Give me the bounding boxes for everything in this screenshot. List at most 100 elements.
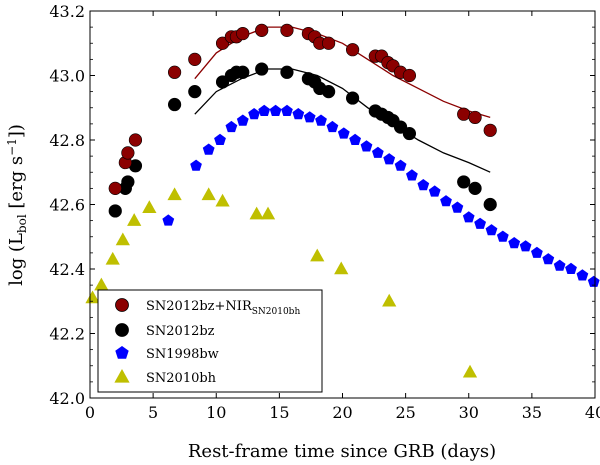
data-point bbox=[519, 240, 532, 252]
data-point bbox=[94, 277, 109, 291]
data-point bbox=[483, 197, 497, 212]
fit-curves bbox=[194, 26, 491, 173]
data-point bbox=[108, 181, 122, 195]
data-point bbox=[280, 23, 294, 37]
x-tick-label: 30 bbox=[459, 403, 479, 422]
data-point bbox=[105, 251, 120, 265]
data-point bbox=[394, 159, 407, 171]
x-tick-label: 40 bbox=[585, 403, 600, 422]
data-point bbox=[337, 127, 350, 139]
data-point bbox=[457, 175, 471, 189]
data-point bbox=[383, 153, 396, 165]
data-point bbox=[249, 206, 264, 220]
data-point bbox=[496, 230, 509, 242]
data-point bbox=[121, 146, 135, 160]
data-point bbox=[188, 52, 202, 66]
data-point bbox=[225, 120, 238, 133]
data-point bbox=[190, 159, 202, 171]
data-point bbox=[462, 211, 475, 223]
data-point bbox=[167, 97, 182, 112]
data-point bbox=[280, 65, 294, 79]
data-point bbox=[248, 108, 260, 120]
legend-marker-sn1998bw bbox=[115, 346, 129, 359]
legend-marker-sn2012bz-nir bbox=[115, 298, 129, 312]
data-point bbox=[406, 169, 418, 181]
data-point bbox=[162, 214, 175, 226]
data-point bbox=[360, 140, 373, 152]
x-tick-label: 0 bbox=[85, 403, 95, 422]
legend-label-sn1998bw: SN1998bw bbox=[146, 347, 219, 362]
data-point bbox=[322, 36, 336, 50]
data-point bbox=[322, 85, 336, 99]
x-tick-label: 20 bbox=[332, 403, 352, 422]
data-point bbox=[451, 201, 464, 213]
x-tick-label: 15 bbox=[269, 403, 289, 422]
data-point bbox=[468, 181, 482, 195]
legend-label-sn2012bz: SN2012bz bbox=[146, 324, 215, 339]
data-point bbox=[167, 65, 182, 79]
y-axis-label: log (Lbol [erg s−1]) bbox=[5, 124, 29, 286]
y-tick-label: 42.6 bbox=[49, 196, 85, 215]
data-point bbox=[576, 269, 589, 281]
data-point bbox=[214, 133, 226, 145]
data-point bbox=[428, 185, 441, 197]
data-point bbox=[167, 187, 182, 201]
data-point bbox=[255, 62, 269, 76]
data-point bbox=[349, 133, 361, 145]
data-point bbox=[468, 110, 482, 125]
data-point bbox=[236, 114, 249, 126]
data-point bbox=[553, 259, 566, 271]
data-point bbox=[202, 143, 215, 155]
data-point bbox=[236, 26, 250, 41]
x-tick-label: 5 bbox=[148, 403, 158, 422]
data-point bbox=[201, 187, 216, 201]
data-point bbox=[255, 23, 269, 37]
data-point bbox=[334, 261, 349, 275]
data-point bbox=[565, 262, 577, 274]
data-point bbox=[127, 213, 142, 226]
x-tick-label: 10 bbox=[206, 403, 226, 422]
data-markers bbox=[85, 23, 600, 378]
data-point bbox=[483, 123, 497, 137]
legend-marker-sn2012bz bbox=[115, 323, 129, 337]
data-point bbox=[281, 104, 293, 116]
data-point bbox=[108, 204, 122, 218]
data-point bbox=[402, 126, 417, 141]
data-point bbox=[315, 114, 327, 126]
data-point bbox=[269, 104, 282, 116]
plot-area: SN2012bz+NIRSN2010bh SN2012bz SN1998bw S… bbox=[85, 10, 600, 399]
y-tick-label: 42.2 bbox=[49, 325, 85, 344]
data-point bbox=[402, 68, 417, 83]
data-point bbox=[417, 179, 430, 191]
data-point bbox=[260, 206, 276, 220]
data-point bbox=[292, 108, 305, 120]
data-point bbox=[310, 248, 325, 262]
data-point bbox=[121, 175, 135, 189]
data-point bbox=[485, 224, 498, 236]
data-point bbox=[115, 232, 130, 246]
data-point bbox=[462, 364, 478, 378]
y-tick-label: 42.8 bbox=[49, 131, 85, 150]
legend-label-sn2012bz-nir: SN2012bz+NIRSN2010bh bbox=[146, 299, 300, 317]
y-tick-label: 42.0 bbox=[49, 389, 85, 408]
data-point bbox=[188, 85, 202, 99]
y-tick-label: 43.0 bbox=[49, 67, 85, 86]
data-point bbox=[326, 120, 339, 133]
legend-marker-sn2010bh bbox=[114, 369, 130, 383]
x-tick-label: 25 bbox=[395, 403, 415, 422]
y-tick-label: 42.4 bbox=[49, 260, 85, 279]
data-point bbox=[303, 111, 316, 123]
data-point bbox=[85, 290, 100, 304]
data-point bbox=[142, 200, 157, 213]
data-point bbox=[508, 237, 521, 249]
data-point bbox=[346, 43, 360, 57]
data-point bbox=[474, 217, 486, 229]
data-point bbox=[236, 65, 250, 79]
axes: 0 5 10 15 20 25 30 35 40 42.0 42.2 42.4 42.6 42.8 43.0… bbox=[49, 2, 600, 422]
data-point bbox=[128, 133, 143, 147]
legend-label-sn2010bh: SN2010bh bbox=[146, 371, 217, 386]
y-tick-label: 43.2 bbox=[49, 2, 85, 21]
x-axis-label: Rest-frame time since GRB (days) bbox=[188, 441, 496, 462]
data-point bbox=[382, 293, 397, 307]
data-point bbox=[372, 146, 384, 158]
